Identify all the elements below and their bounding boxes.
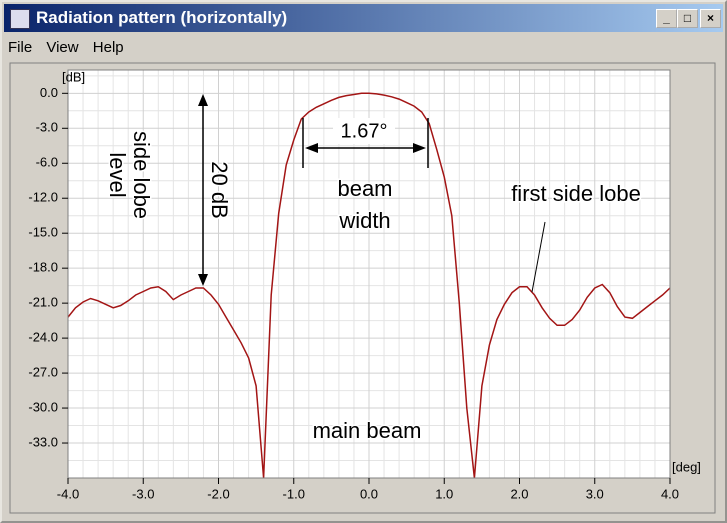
y-tick-label: -33.0	[28, 434, 58, 449]
annotation: first side lobe	[511, 181, 641, 206]
y-tick-label: -18.0	[28, 260, 58, 275]
annotation: 1.67°	[341, 120, 388, 142]
x-axis-label: [deg]	[672, 459, 701, 474]
app-icon	[10, 9, 30, 29]
x-tick-label: 4.0	[661, 486, 679, 501]
maximize-button[interactable]: □	[677, 9, 698, 28]
y-tick-label: -3.0	[36, 120, 58, 135]
menu-item[interactable]: Help	[92, 39, 124, 56]
x-tick-label: -3.0	[132, 486, 154, 501]
x-tick-label: 0.0	[360, 486, 378, 501]
menu-item[interactable]: View	[46, 39, 79, 56]
x-tick-label: -1.0	[283, 486, 305, 501]
y-tick-label: -24.0	[28, 330, 58, 345]
annotation: 20 dB	[207, 161, 232, 219]
y-tick-label: -12.0	[28, 190, 58, 205]
window-title: Radiation pattern (horizontally)	[36, 8, 288, 27]
x-tick-label: -4.0	[57, 486, 79, 501]
menu-item[interactable]: File	[8, 39, 33, 56]
annotations: side lobe level 20 dB 1.67° beam width f…	[104, 94, 642, 444]
menu-bar: File View Help	[8, 39, 134, 56]
x-tick-label: -2.0	[207, 486, 229, 501]
x-tick-label: 3.0	[586, 486, 604, 501]
y-tick-label: -15.0	[28, 225, 58, 240]
annotation: main beam	[313, 418, 422, 443]
close-button[interactable]: ×	[700, 9, 721, 28]
y-tick-label: -30.0	[28, 399, 58, 414]
x-tick-label: 2.0	[510, 486, 528, 501]
y-tick-label: -21.0	[28, 295, 58, 310]
y-tick-label: -27.0	[28, 365, 58, 380]
pointer-line	[531, 221, 546, 293]
y-tick-label: 0.0	[40, 85, 58, 100]
y-axis-label: [dB]	[62, 69, 85, 84]
y-tick-label: -6.0	[36, 155, 58, 170]
annotation: level	[105, 152, 130, 197]
arrow-head	[305, 143, 426, 153]
x-tick-label: 1.0	[435, 486, 453, 501]
annotation: width	[338, 208, 390, 233]
annotation: side lobe	[129, 131, 154, 219]
title-bar: Radiation pattern (horizontally) _ □ ×	[4, 4, 723, 32]
annotation: beam	[337, 176, 392, 201]
minimize-button[interactable]: _	[656, 9, 677, 28]
label-box	[333, 118, 395, 144]
pattern-line	[67, 92, 671, 479]
